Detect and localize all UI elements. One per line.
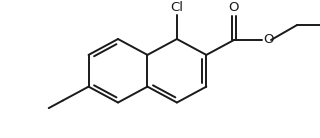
Text: Cl: Cl: [170, 1, 183, 14]
Text: O: O: [263, 33, 274, 47]
Text: O: O: [228, 1, 239, 14]
